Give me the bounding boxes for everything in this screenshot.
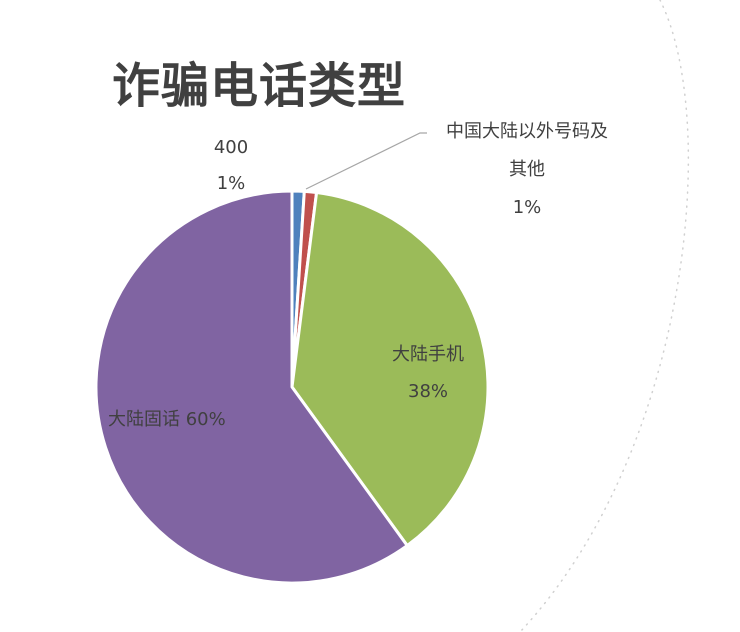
slice-label-mobile: 大陆手机: [392, 344, 464, 365]
decorative-dotted-arc: [519, 0, 690, 632]
chart-title: 诈骗电话类型: [112, 58, 407, 114]
slice-percent-overseas: 1%: [512, 197, 542, 218]
leader-line: [305, 132, 427, 190]
slice-label-overseas-line2: 其他: [509, 159, 545, 180]
slice-label-400: 400: [213, 137, 249, 158]
slice-label-overseas-line1: 中国大陆以外号码及: [446, 121, 608, 142]
slice-percent-400: 1%: [216, 173, 246, 194]
pie-slices: [94, 189, 490, 585]
pie-slice-mobile: [290, 191, 490, 548]
slice-percent-mobile: 38%: [407, 381, 449, 402]
slice-label-landline: 大陆固话 60%: [108, 409, 226, 430]
pie-slice-landline: [94, 189, 409, 585]
